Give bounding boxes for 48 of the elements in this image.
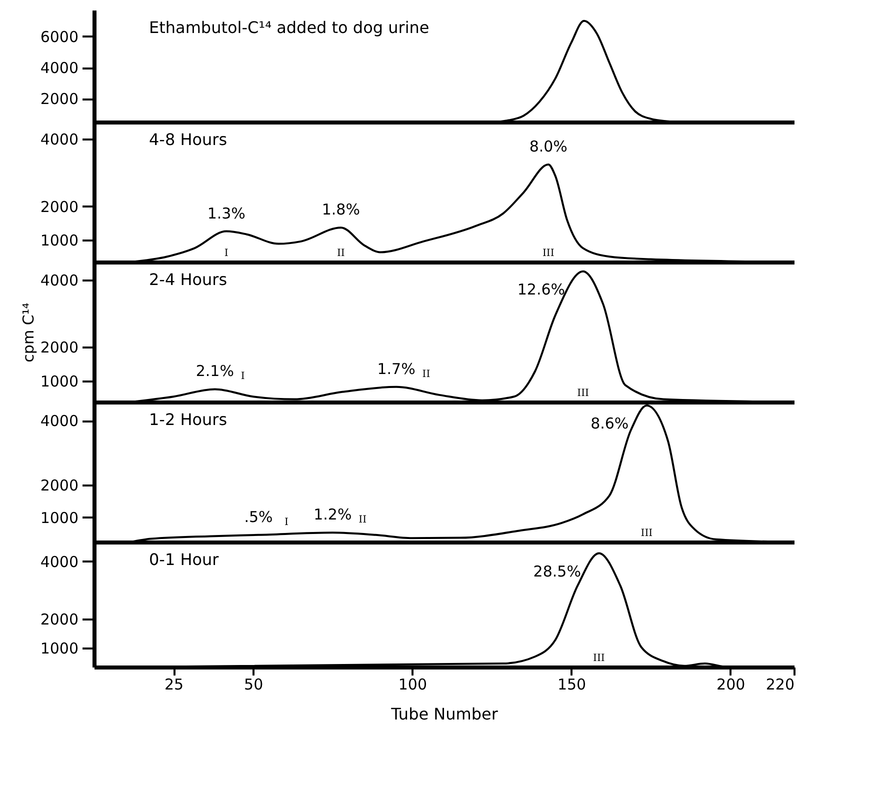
y-tick-label: 2000	[40, 476, 78, 495]
y-tick-label: 1000	[40, 232, 78, 250]
text: 2-4 Hours	[149, 270, 228, 289]
annotation: II	[336, 248, 345, 259]
y-tick-label: 4000	[40, 59, 78, 78]
annotation: 8.0%	[529, 138, 568, 156]
x-tick-label: 220	[766, 676, 794, 694]
annotation: III	[542, 248, 554, 259]
y-tick-label: 2000	[40, 610, 78, 629]
y-tick-label: 1000	[40, 639, 78, 658]
annotation: 8.6%	[590, 414, 629, 433]
y-tick-label: 6000	[40, 28, 78, 46]
y-tick-label: 2000	[40, 90, 78, 108]
y-tick-label: 4000	[40, 412, 78, 430]
x-tick-label: 150	[557, 676, 586, 694]
annotation: II	[422, 368, 430, 380]
annotation: 12.6%	[517, 280, 566, 298]
text: 4-8 Hours	[149, 130, 228, 149]
x-tick-label: 200	[716, 676, 746, 694]
x-tick-label: 25	[164, 676, 184, 694]
annotation: 2.1%	[196, 362, 234, 380]
annotation: I	[224, 248, 228, 259]
x-tick-label: 50	[244, 676, 264, 694]
text: 1-2 Hours	[149, 410, 228, 429]
annotation: III	[593, 653, 605, 664]
annotation: .5%	[244, 508, 273, 526]
annotation: III	[640, 528, 653, 539]
annotation: II	[358, 514, 367, 526]
y-tick-label: 1000	[40, 372, 78, 390]
annotation: 1.2%	[314, 506, 352, 524]
y-tick-label: 4000	[40, 271, 78, 290]
y-tick-label: 4000	[40, 130, 78, 148]
x-axis-title: Tube Number	[390, 704, 498, 724]
annotation: I	[284, 516, 288, 528]
annotation: 1.3%	[207, 204, 246, 222]
text: 0-1 Hour	[149, 550, 220, 569]
y-tick-label: 2000	[40, 198, 78, 216]
annotation: 1.8%	[322, 200, 360, 219]
text: Ethambutol-C¹⁴ added to dog urine	[149, 18, 430, 37]
annotation: I	[240, 371, 245, 382]
y-tick-label: 4000	[40, 552, 78, 571]
y-tick-label: 1000	[40, 508, 78, 527]
x-tick-label: 100	[398, 676, 427, 694]
annotation: 1.7%	[377, 360, 416, 378]
annotation: 28.5%	[533, 562, 581, 580]
annotation: III	[577, 388, 590, 399]
y-tick-label: 2000	[40, 338, 78, 357]
y-axis-title: cpm C¹⁴	[19, 302, 38, 362]
